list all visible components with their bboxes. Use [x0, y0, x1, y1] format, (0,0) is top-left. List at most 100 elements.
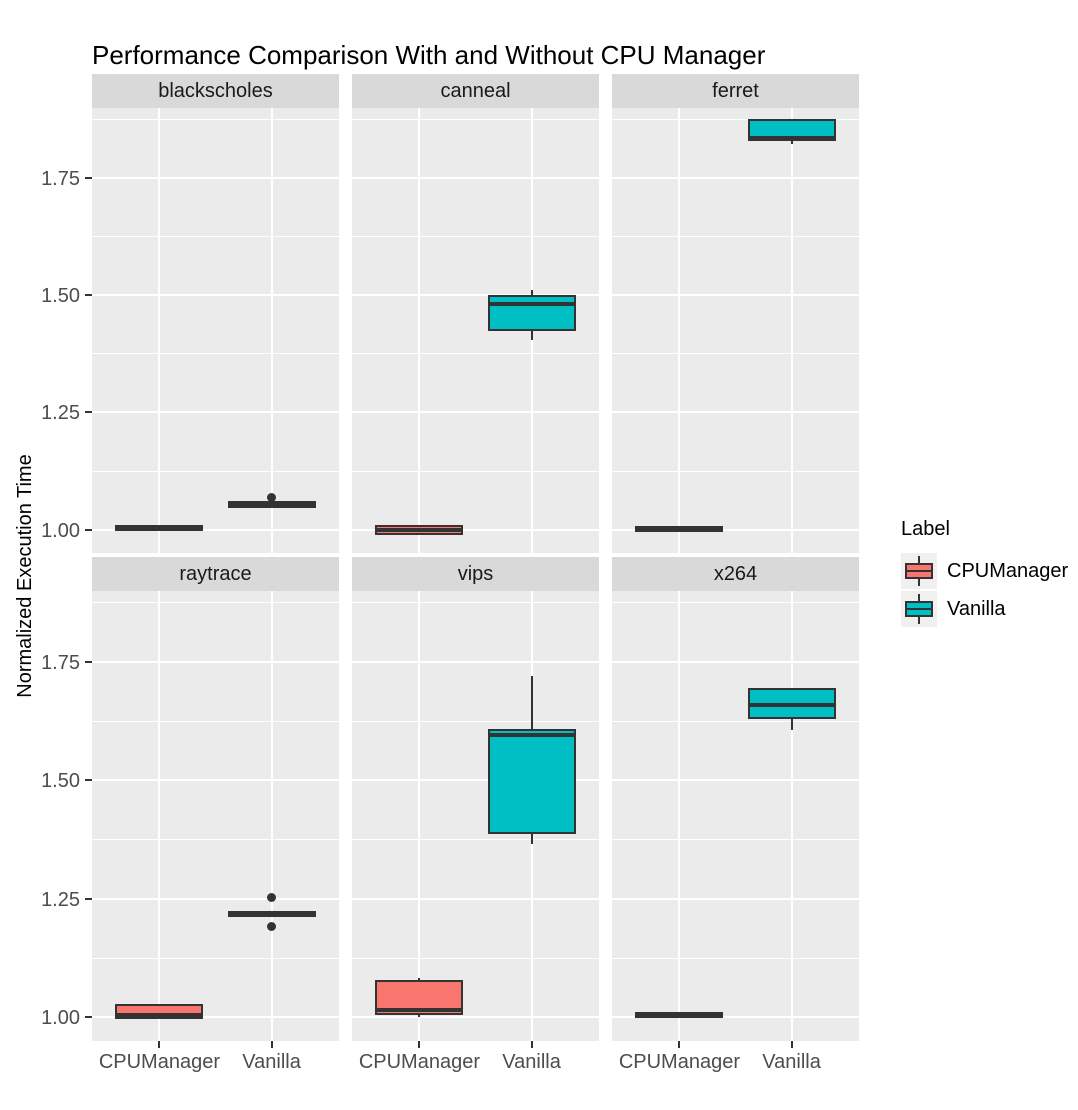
boxplot-box-cpumanager	[115, 1003, 204, 1020]
gridline-major	[352, 1016, 599, 1019]
legend-key-vanilla	[901, 591, 937, 627]
x-tick-label: Vanilla	[242, 1051, 301, 1073]
boxplot-median	[229, 912, 314, 917]
y-tick-label: 1.25	[41, 402, 80, 425]
gridline-major	[612, 294, 859, 297]
gridline-minor	[92, 602, 339, 604]
y-axis-tick	[85, 1016, 92, 1019]
gridline-minor	[352, 839, 599, 841]
x-tick-label: Vanilla	[502, 1051, 561, 1073]
gridline-major	[92, 528, 339, 531]
gridline-minor	[352, 353, 599, 355]
facet-strip-label: raytrace	[179, 562, 252, 585]
y-axis-tick	[85, 661, 92, 664]
gridline-minor	[612, 602, 859, 604]
facet-strip-label: x264	[713, 562, 758, 585]
boxplot-median	[377, 1008, 462, 1013]
y-tick-label: 1.00	[41, 519, 80, 542]
gridline-vertical	[790, 108, 793, 553]
x-axis-tick	[678, 1041, 681, 1048]
gridline-minor	[612, 957, 859, 959]
gridline-major	[612, 1016, 859, 1019]
gridline-major	[352, 528, 599, 531]
facet-panel-blackscholes	[92, 108, 339, 553]
gridline-vertical	[158, 591, 161, 1041]
gridline-major	[352, 661, 599, 664]
gridline-minor	[352, 236, 599, 238]
boxplot-glyph-median-icon	[906, 608, 932, 610]
gridline-major	[352, 294, 599, 297]
gridline-major	[612, 528, 859, 531]
facet-panel-x264	[612, 591, 859, 1041]
gridline-minor	[92, 720, 339, 722]
boxplot-median	[749, 702, 834, 707]
boxplot-median	[637, 1013, 722, 1018]
gridline-major	[92, 294, 339, 297]
gridline-vertical	[790, 591, 793, 1041]
gridline-minor	[612, 839, 859, 841]
facet-strip-label: ferret	[712, 79, 759, 102]
gridline-major	[352, 779, 599, 782]
facet-strip: x264	[612, 557, 859, 591]
gridline-minor	[92, 236, 339, 238]
gridline-vertical	[270, 591, 273, 1041]
x-tick-label: CPUManager	[98, 1051, 220, 1073]
legend-item-label: Vanilla	[947, 597, 1006, 620]
gridline-major	[352, 177, 599, 180]
y-tick-label: 1.25	[41, 888, 80, 911]
y-axis-tick	[85, 779, 92, 782]
gridline-major	[92, 177, 339, 180]
x-tick-label: Vanilla	[762, 1051, 821, 1073]
gridline-minor	[352, 720, 599, 722]
facet-strip-label: blackscholes	[158, 79, 273, 102]
gridline-minor	[352, 602, 599, 604]
boxplot-median	[377, 527, 462, 532]
boxplot-outlier	[267, 922, 277, 932]
x-axis-tick	[270, 1041, 273, 1048]
y-tick-label: 1.75	[41, 652, 80, 675]
facet-strip: canneal	[352, 74, 599, 108]
y-axis-tick	[85, 177, 92, 180]
gridline-minor	[612, 119, 859, 121]
x-tick-label: CPUManager	[618, 1051, 740, 1073]
y-tick-label: 1.50	[41, 770, 80, 793]
gridline-minor	[352, 957, 599, 959]
boxplot-glyph-median-icon	[906, 570, 932, 572]
gridline-vertical	[270, 108, 273, 553]
legend-item-vanilla: Vanilla	[901, 591, 1068, 627]
gridline-major	[352, 897, 599, 900]
boxplot-median	[489, 301, 574, 306]
facet-panel-raytrace	[92, 591, 339, 1041]
legend-title: Label	[901, 518, 950, 540]
y-axis-tick	[85, 528, 92, 531]
facet-strip: ferret	[612, 74, 859, 108]
gridline-major	[92, 661, 339, 664]
gridline-major	[612, 661, 859, 664]
gridline-minor	[92, 119, 339, 121]
legend: Label CPUManager Vanilla	[901, 518, 1068, 629]
facet-panel-ferret	[612, 108, 859, 553]
facet-panel-vips	[352, 591, 599, 1041]
boxplot-outlier	[267, 892, 277, 902]
x-axis-tick	[530, 1041, 533, 1048]
gridline-vertical	[418, 108, 421, 553]
x-axis-tick	[158, 1041, 161, 1048]
x-axis-tick	[790, 1041, 793, 1048]
gridline-vertical	[418, 591, 421, 1041]
facet-strip: blackscholes	[92, 74, 339, 108]
gridline-minor	[352, 119, 599, 121]
boxplot-median	[117, 1012, 202, 1017]
gridline-major	[612, 177, 859, 180]
facet-panel-canneal	[352, 108, 599, 553]
y-axis-tick	[85, 897, 92, 900]
y-axis-tick	[85, 411, 92, 414]
gridline-vertical	[678, 108, 681, 553]
gridline-minor	[612, 720, 859, 722]
gridline-major	[92, 1016, 339, 1019]
boxplot-median	[229, 502, 314, 507]
boxplot-median	[749, 135, 834, 140]
gridline-minor	[92, 353, 339, 355]
gridline-major	[352, 411, 599, 414]
boxplot-median	[117, 526, 202, 531]
